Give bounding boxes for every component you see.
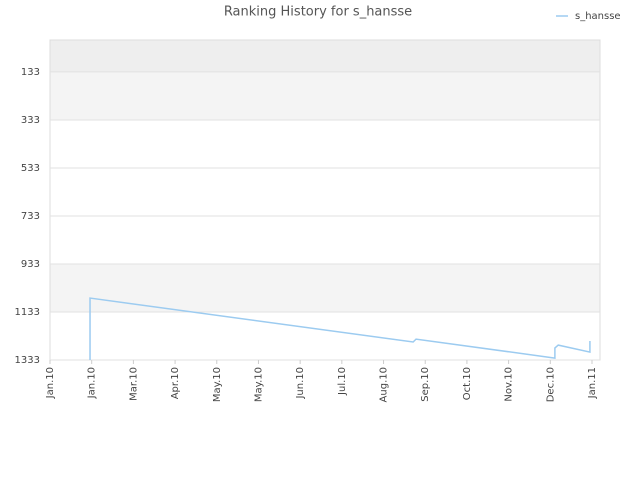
x-tick-label: Dec.10 <box>545 367 556 402</box>
line-series <box>89 297 591 360</box>
x-tick-label: Sep.10 <box>420 367 431 402</box>
chart-title: Ranking History for s_hansse <box>224 5 412 20</box>
plot-band <box>50 40 600 72</box>
x-tick-label: Jul.10 <box>337 367 348 396</box>
x-tick-label: Aug.10 <box>379 367 390 402</box>
plot-band <box>50 264 600 312</box>
y-tick-label: 533 <box>21 163 40 174</box>
x-tick-label: Jan.10 <box>45 367 56 399</box>
y-tick-label: 1333 <box>15 355 40 366</box>
y-tick-label: 333 <box>21 115 40 126</box>
legend-label: s_hansse <box>575 11 621 22</box>
x-tick-label: Jun.10 <box>295 367 306 400</box>
x-tick-label: Apr.10 <box>170 367 181 399</box>
x-tick-label: Mar.10 <box>128 367 139 401</box>
plot-band <box>50 72 600 120</box>
x-tick-label: Jan.10 <box>87 367 98 399</box>
x-tick-label: Nov.10 <box>504 367 515 402</box>
x-tick-label: May.10 <box>253 367 264 402</box>
x-tick-label: Oct.10 <box>462 367 473 400</box>
y-tick-label: 733 <box>21 211 40 222</box>
y-tick-label: 1133 <box>15 307 40 318</box>
y-tick-label: 933 <box>21 259 40 270</box>
y-tick-label: 133 <box>21 67 40 78</box>
x-tick-label: May.10 <box>212 367 223 402</box>
x-tick-label: Jan.11 <box>587 367 598 399</box>
